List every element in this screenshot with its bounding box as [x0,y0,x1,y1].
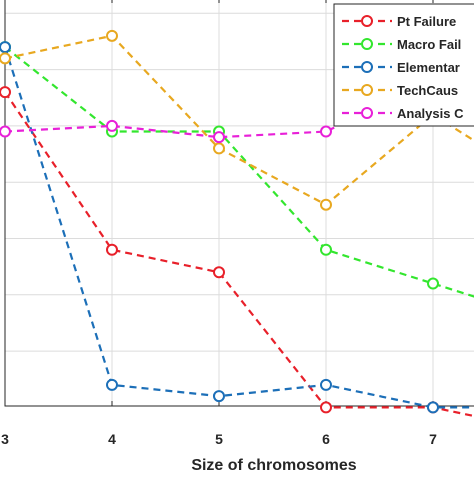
legend-item: Analysis C [342,106,464,121]
data-point [106,29,118,42]
data-point [320,198,332,211]
data-point [0,86,11,99]
data-point [106,243,118,256]
legend-label: Macro Fail [397,37,461,52]
data-point [427,277,439,290]
data-point [320,401,332,414]
x-tick-label: 7 [429,431,437,447]
data-point [213,266,225,279]
x-tick-label: 4 [108,431,116,447]
data-point [427,401,439,414]
data-point [320,243,332,256]
legend: Pt Failure Macro Fail Elementar TechCaus Ana… [333,3,474,127]
axes-frame [4,0,474,407]
data-point [213,142,225,155]
data-point [0,125,11,138]
legend-marker [361,61,373,73]
data-point [320,125,332,138]
data-point [213,390,225,403]
x-tick-label: 6 [322,431,330,447]
series-line [4,91,474,418]
legend-item: Pt Failure [342,14,456,29]
legend-label: Pt Failure [397,14,456,29]
data-point [106,378,118,391]
legend-item: TechCaus [342,83,458,98]
x-tick-label: 5 [215,431,223,447]
x-axis-label: Size of chromosomes [191,457,356,474]
legend-item: Macro Fail [342,37,461,52]
legend-item: Elementar [342,60,460,75]
series-line [3,46,474,409]
legend-marker [361,15,373,27]
legend-label: Analysis C [397,106,464,121]
data-point [213,131,225,144]
legend-marker [361,84,373,96]
x-tick-label: 3 [1,431,9,447]
legend-marker [361,38,373,50]
legend-label: Elementar [397,60,460,75]
series-elementar [0,41,474,414]
legend-box [333,3,474,127]
data-point [0,41,11,54]
series-line [4,46,474,298]
legend-marker [361,107,373,119]
data-point [320,378,332,391]
legend-label: TechCaus [397,83,458,98]
data-point [106,119,118,132]
data-point [0,52,11,65]
